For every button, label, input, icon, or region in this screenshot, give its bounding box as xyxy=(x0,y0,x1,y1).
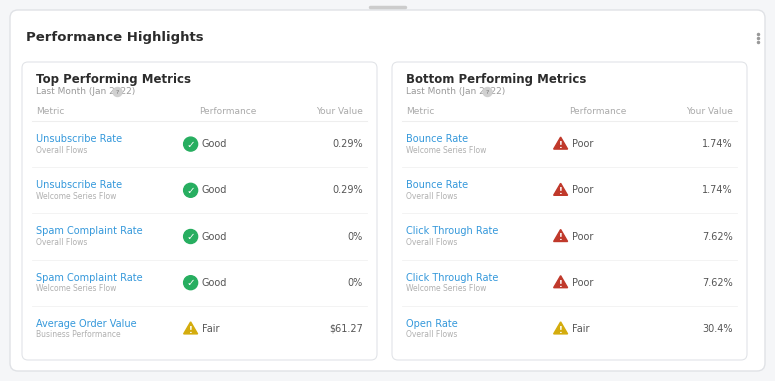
Text: Last Month (Jan 2022): Last Month (Jan 2022) xyxy=(36,88,136,96)
Polygon shape xyxy=(553,276,567,288)
Polygon shape xyxy=(553,137,567,149)
Text: 0%: 0% xyxy=(348,232,363,242)
Text: Good: Good xyxy=(202,278,227,288)
Text: Overall Flows: Overall Flows xyxy=(36,238,88,247)
Text: ✓: ✓ xyxy=(186,186,195,196)
FancyBboxPatch shape xyxy=(22,62,377,360)
Text: Overall Flows: Overall Flows xyxy=(406,192,457,201)
Text: 7.62%: 7.62% xyxy=(702,278,733,288)
Text: Overall Flows: Overall Flows xyxy=(406,330,457,339)
Text: 0.29%: 0.29% xyxy=(332,185,363,195)
Text: Spam Complaint Rate: Spam Complaint Rate xyxy=(36,226,143,237)
Text: Top Performing Metrics: Top Performing Metrics xyxy=(36,72,191,85)
Circle shape xyxy=(113,88,122,96)
Text: Performance Highlights: Performance Highlights xyxy=(26,32,204,45)
Text: ✓: ✓ xyxy=(186,232,195,242)
Circle shape xyxy=(483,88,492,96)
Text: ✓: ✓ xyxy=(186,278,195,288)
Text: Metric: Metric xyxy=(406,107,434,117)
Text: Your Value: Your Value xyxy=(316,107,363,117)
Text: Click Through Rate: Click Through Rate xyxy=(406,273,498,283)
Text: ?: ? xyxy=(486,90,489,95)
Text: Last Month (Jan 2022): Last Month (Jan 2022) xyxy=(406,88,505,96)
Text: Fair: Fair xyxy=(572,324,589,334)
Text: Good: Good xyxy=(202,139,227,149)
FancyBboxPatch shape xyxy=(10,10,765,371)
Text: !: ! xyxy=(559,280,563,289)
Polygon shape xyxy=(553,322,567,334)
Text: Bottom Performing Metrics: Bottom Performing Metrics xyxy=(406,72,587,85)
Text: !: ! xyxy=(559,234,563,242)
Text: $61.27: $61.27 xyxy=(329,324,363,334)
Text: Welcome Series Flow: Welcome Series Flow xyxy=(406,284,487,293)
Text: Performance: Performance xyxy=(199,107,257,117)
Text: Click Through Rate: Click Through Rate xyxy=(406,226,498,237)
Polygon shape xyxy=(553,229,567,242)
Text: Overall Flows: Overall Flows xyxy=(406,238,457,247)
Text: Fair: Fair xyxy=(202,324,219,334)
Text: !: ! xyxy=(559,326,563,335)
Text: Poor: Poor xyxy=(572,185,593,195)
Text: Overall Flows: Overall Flows xyxy=(36,146,88,155)
Text: !: ! xyxy=(559,187,563,196)
Text: ?: ? xyxy=(116,90,119,95)
Text: !: ! xyxy=(559,141,563,150)
Text: Performance: Performance xyxy=(570,107,627,117)
Text: ✓: ✓ xyxy=(186,139,195,150)
Text: Open Rate: Open Rate xyxy=(406,319,458,329)
FancyBboxPatch shape xyxy=(392,62,747,360)
Text: Poor: Poor xyxy=(572,278,593,288)
Text: Metric: Metric xyxy=(36,107,64,117)
Text: Average Order Value: Average Order Value xyxy=(36,319,136,329)
Circle shape xyxy=(184,137,198,151)
Text: Poor: Poor xyxy=(572,232,593,242)
Text: Bounce Rate: Bounce Rate xyxy=(406,180,468,190)
Text: Welcome Series Flow: Welcome Series Flow xyxy=(406,146,487,155)
Text: Spam Complaint Rate: Spam Complaint Rate xyxy=(36,273,143,283)
Text: 1.74%: 1.74% xyxy=(702,139,733,149)
Text: Welcome Series Flow: Welcome Series Flow xyxy=(36,284,116,293)
Text: 30.4%: 30.4% xyxy=(702,324,733,334)
Text: Unsubscribe Rate: Unsubscribe Rate xyxy=(36,134,122,144)
Text: 0%: 0% xyxy=(348,278,363,288)
Text: Bounce Rate: Bounce Rate xyxy=(406,134,468,144)
Text: Good: Good xyxy=(202,232,227,242)
Circle shape xyxy=(184,229,198,243)
Circle shape xyxy=(184,183,198,197)
Polygon shape xyxy=(184,322,198,334)
Text: 0.29%: 0.29% xyxy=(332,139,363,149)
Text: 7.62%: 7.62% xyxy=(702,232,733,242)
Text: 1.74%: 1.74% xyxy=(702,185,733,195)
Text: Good: Good xyxy=(202,185,227,195)
Text: Welcome Series Flow: Welcome Series Flow xyxy=(36,192,116,201)
Text: !: ! xyxy=(188,326,192,335)
Text: Business Performance: Business Performance xyxy=(36,330,121,339)
Text: Unsubscribe Rate: Unsubscribe Rate xyxy=(36,180,122,190)
Text: Your Value: Your Value xyxy=(686,107,733,117)
Circle shape xyxy=(184,276,198,290)
Text: Poor: Poor xyxy=(572,139,593,149)
Polygon shape xyxy=(553,183,567,195)
